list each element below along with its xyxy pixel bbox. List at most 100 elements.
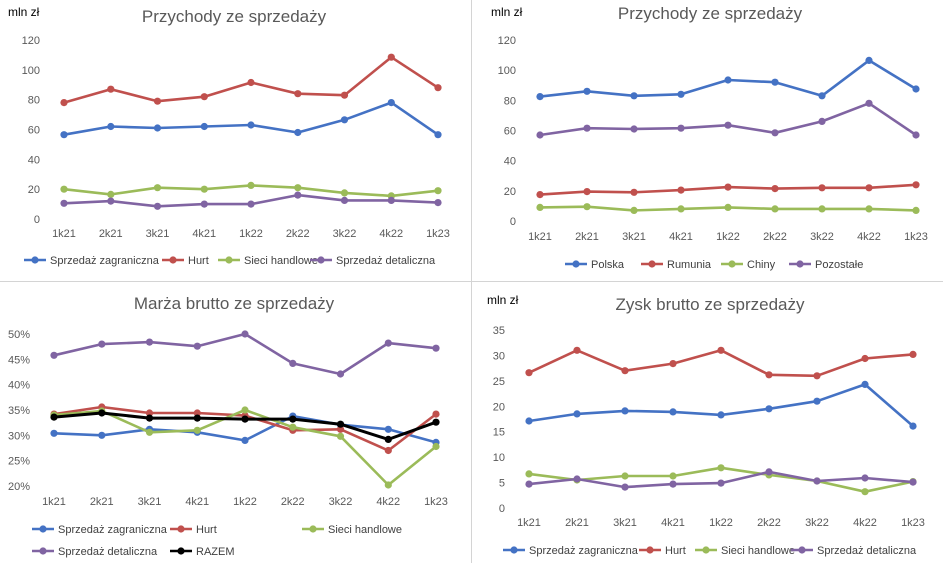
legend-item: Pozostałe xyxy=(789,259,863,271)
data-point xyxy=(247,200,255,208)
data-point xyxy=(912,181,920,189)
legend-label: RAZEM xyxy=(196,546,235,558)
y-tick-label: 40 xyxy=(504,156,516,168)
data-point xyxy=(536,191,544,199)
x-tick-label: 1k23 xyxy=(901,517,925,529)
y-tick-label: 0 xyxy=(34,214,40,226)
x-tick-label: 2k21 xyxy=(90,496,114,508)
data-point xyxy=(909,350,917,358)
data-point xyxy=(434,84,442,92)
data-point xyxy=(153,202,162,210)
data-point xyxy=(241,436,249,444)
legend-item: Sprzedaż detaliczna xyxy=(791,545,917,557)
data-point xyxy=(536,93,544,101)
data-point xyxy=(241,415,249,423)
data-point xyxy=(771,185,779,193)
legend-item: Rumunia xyxy=(641,259,712,271)
x-tick-label: 4k21 xyxy=(192,228,216,240)
data-point xyxy=(536,131,544,139)
y-tick-label: 60 xyxy=(28,125,40,137)
data-point xyxy=(247,78,255,87)
chart-svg: Zysk brutto ze sprzedaży mln zł 0 5 10 15 20 25… xyxy=(487,293,925,557)
y-tick-label: 120 xyxy=(498,35,516,47)
data-point xyxy=(765,371,773,379)
y-tick-label: 15 xyxy=(493,427,505,439)
x-tick-label: 4k22 xyxy=(379,228,403,240)
data-point xyxy=(336,425,345,433)
data-point xyxy=(818,184,826,192)
data-point xyxy=(573,410,581,418)
chart-title: Zysk brutto ze sprzedaży xyxy=(616,295,805,314)
y-tick-label: 20 xyxy=(28,184,40,196)
unit-label: mln zł xyxy=(8,5,40,19)
legend-marker xyxy=(572,260,580,268)
legend-item: Hurt xyxy=(639,545,686,557)
data-point xyxy=(60,99,68,107)
y-tick-label: 50% xyxy=(8,329,30,341)
x-tick-label: 4k21 xyxy=(185,496,209,508)
legend-item: Sieci handlowe xyxy=(695,545,795,557)
data-point xyxy=(724,183,732,191)
legend-label: Sieci handlowe xyxy=(721,545,795,557)
data-point xyxy=(865,56,873,64)
x-tick-label: 3k21 xyxy=(622,231,646,243)
data-point xyxy=(717,464,725,472)
data-point xyxy=(98,409,106,417)
data-point xyxy=(193,409,201,417)
data-point xyxy=(912,85,920,93)
data-point xyxy=(630,188,638,196)
data-point xyxy=(573,475,581,483)
data-point xyxy=(717,411,725,419)
chart-panel-gross-margin: Marża brutto ze sprzedaży 20% 25% 30% 35% 40%… xyxy=(0,284,468,563)
data-point xyxy=(434,131,442,139)
legend-label: Hurt xyxy=(196,524,217,536)
x-tick-label: 1k23 xyxy=(904,231,928,243)
x-tick-label: 2k21 xyxy=(565,517,589,529)
data-point xyxy=(50,429,58,437)
x-tick-label: 1k21 xyxy=(52,228,76,240)
data-point xyxy=(525,470,533,478)
y-tick-label: 40% xyxy=(8,380,30,392)
data-point xyxy=(573,346,581,354)
unit-label: mln zł xyxy=(491,5,523,19)
data-point xyxy=(717,346,725,354)
data-point xyxy=(340,91,349,99)
x-tick-label: 4k21 xyxy=(669,231,693,243)
data-point xyxy=(669,472,677,480)
data-point xyxy=(241,330,249,338)
data-point xyxy=(771,205,779,213)
data-point xyxy=(294,191,302,199)
data-point xyxy=(771,78,779,86)
legend-item: Sprzedaż zagraniczna xyxy=(32,524,168,536)
data-point xyxy=(145,409,154,417)
y-tick-label: 0 xyxy=(510,216,516,228)
legend-marker xyxy=(177,525,185,533)
x-tick-label: 1k23 xyxy=(426,228,450,240)
data-point xyxy=(861,354,869,363)
x-tick-label: 4k22 xyxy=(376,496,400,508)
data-point xyxy=(434,187,442,195)
data-point xyxy=(583,188,591,196)
data-point xyxy=(909,478,917,486)
data-point xyxy=(294,90,302,98)
data-point xyxy=(724,76,732,84)
y-tick-label: 10 xyxy=(493,452,505,464)
unit-label: mln zł xyxy=(487,293,519,307)
series-line-0 xyxy=(527,383,915,428)
x-tick-label: 3k22 xyxy=(805,517,829,529)
legend-label: Sprzedaż detaliczna xyxy=(336,255,436,267)
data-point xyxy=(813,372,821,380)
data-point xyxy=(340,189,349,197)
legend-marker xyxy=(39,525,47,533)
data-point xyxy=(865,99,873,107)
data-point xyxy=(241,406,249,414)
data-point xyxy=(60,199,68,207)
legend-marker xyxy=(317,256,325,264)
y-tick-label: 60 xyxy=(504,126,516,138)
data-point xyxy=(818,117,826,125)
x-tick-label: 1k22 xyxy=(239,228,263,240)
data-point xyxy=(336,432,345,440)
x-tick-label: 4k21 xyxy=(661,517,685,529)
x-tick-label: 3k21 xyxy=(146,228,170,240)
data-point xyxy=(384,481,392,489)
